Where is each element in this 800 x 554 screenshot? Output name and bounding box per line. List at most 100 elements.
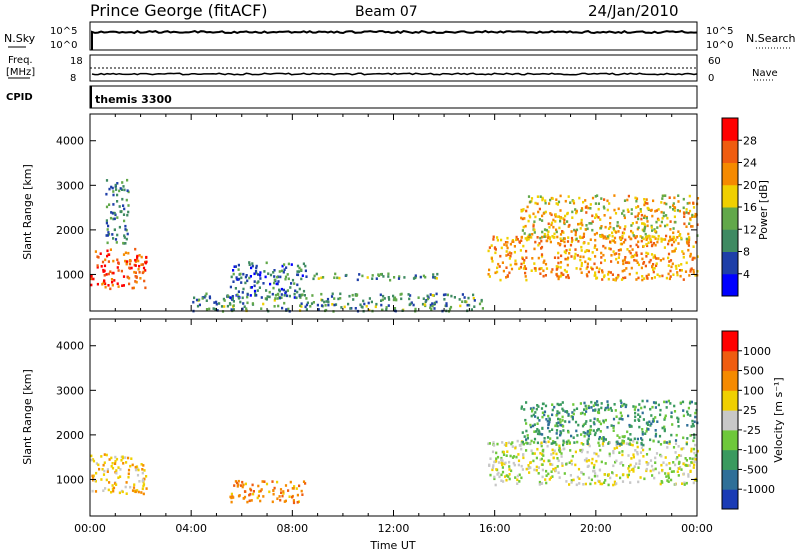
data-cell [636, 261, 639, 264]
data-cell [448, 307, 452, 311]
data-cell [585, 224, 588, 227]
data-cell [606, 403, 610, 407]
data-cell [334, 303, 338, 306]
data-cell [533, 247, 536, 251]
data-cell [557, 256, 560, 260]
data-cell [131, 286, 134, 290]
data-cell [602, 236, 605, 240]
data-cell [540, 444, 543, 448]
data-cell [493, 460, 496, 464]
data-cell [640, 446, 643, 450]
data-cell [652, 199, 655, 203]
data-cell [588, 406, 591, 410]
data-cell [552, 225, 555, 229]
data-cell [694, 274, 697, 277]
data-cell [687, 475, 690, 478]
data-cell [263, 270, 266, 273]
data-cell [581, 411, 584, 415]
data-cell [138, 254, 141, 257]
data-cell [555, 265, 558, 268]
data-cell [543, 437, 546, 440]
data-cell [491, 450, 495, 454]
data-cell [588, 222, 591, 225]
data-cell [674, 264, 677, 268]
data-cell [688, 238, 691, 241]
data-cell [676, 271, 679, 274]
data-cell [641, 222, 644, 225]
data-cell [602, 244, 605, 248]
data-cell [679, 454, 683, 457]
data-cell [562, 273, 565, 276]
data-cell [665, 463, 668, 467]
data-cell [549, 198, 552, 202]
data-cell [539, 458, 542, 461]
data-cell [130, 457, 133, 460]
data-cell [521, 257, 524, 261]
data-cell [119, 475, 122, 478]
data-cell [196, 304, 200, 308]
data-cell [647, 252, 650, 255]
data-cell [371, 274, 374, 277]
data-cell [534, 269, 537, 272]
data-cell [523, 217, 526, 220]
data-cell [629, 244, 632, 248]
data-cell [630, 229, 633, 233]
data-cell [433, 276, 436, 279]
nsearch-tick-top: 10^5 [706, 26, 733, 37]
data-cell [620, 278, 624, 281]
data-cell [538, 480, 541, 484]
data-cell [639, 210, 642, 213]
data-cell [503, 443, 506, 447]
data-cell [410, 301, 413, 304]
data-cell [536, 447, 539, 451]
data-cell [571, 415, 574, 419]
data-cell [125, 461, 128, 464]
data-cell [142, 492, 145, 496]
data-cell [327, 303, 330, 307]
data-cell [547, 236, 550, 240]
data-cell [649, 258, 652, 262]
data-cell [245, 274, 248, 277]
data-cell [550, 223, 553, 227]
data-cell [273, 281, 276, 285]
data-cell [264, 275, 267, 279]
data-cell [630, 266, 633, 270]
data-cell [116, 233, 119, 237]
data-cell [287, 307, 290, 311]
data-cell [649, 424, 652, 427]
data-cell [542, 459, 546, 463]
data-cell [556, 457, 559, 460]
data-cell [496, 238, 499, 242]
data-cell [686, 424, 689, 427]
data-cell [621, 450, 624, 453]
data-cell [126, 260, 129, 263]
data-cell [619, 411, 622, 415]
data-cell [622, 440, 625, 443]
data-cell [558, 450, 562, 454]
data-cell [331, 303, 334, 306]
data-cell [667, 480, 670, 483]
data-cell [347, 302, 350, 306]
data-cell [686, 464, 689, 467]
data-cell [551, 403, 554, 406]
data-cell [216, 309, 219, 312]
data-cell [658, 434, 662, 438]
data-cell [262, 282, 265, 285]
data-cell [575, 407, 579, 410]
data-cell [519, 266, 522, 269]
data-cell [527, 238, 530, 241]
data-cell [568, 461, 571, 464]
data-cell [510, 469, 513, 473]
data-cell [553, 405, 556, 409]
data-cell [635, 278, 638, 281]
data-cell [531, 408, 534, 411]
data-cell [102, 473, 106, 476]
data-cell [667, 399, 670, 403]
data-cell [336, 276, 339, 280]
data-cell [688, 401, 692, 405]
colorbar-segment [722, 489, 738, 510]
data-cell [550, 221, 554, 225]
data-cell [244, 281, 247, 285]
data-cell [593, 422, 596, 426]
data-cell [622, 464, 625, 467]
